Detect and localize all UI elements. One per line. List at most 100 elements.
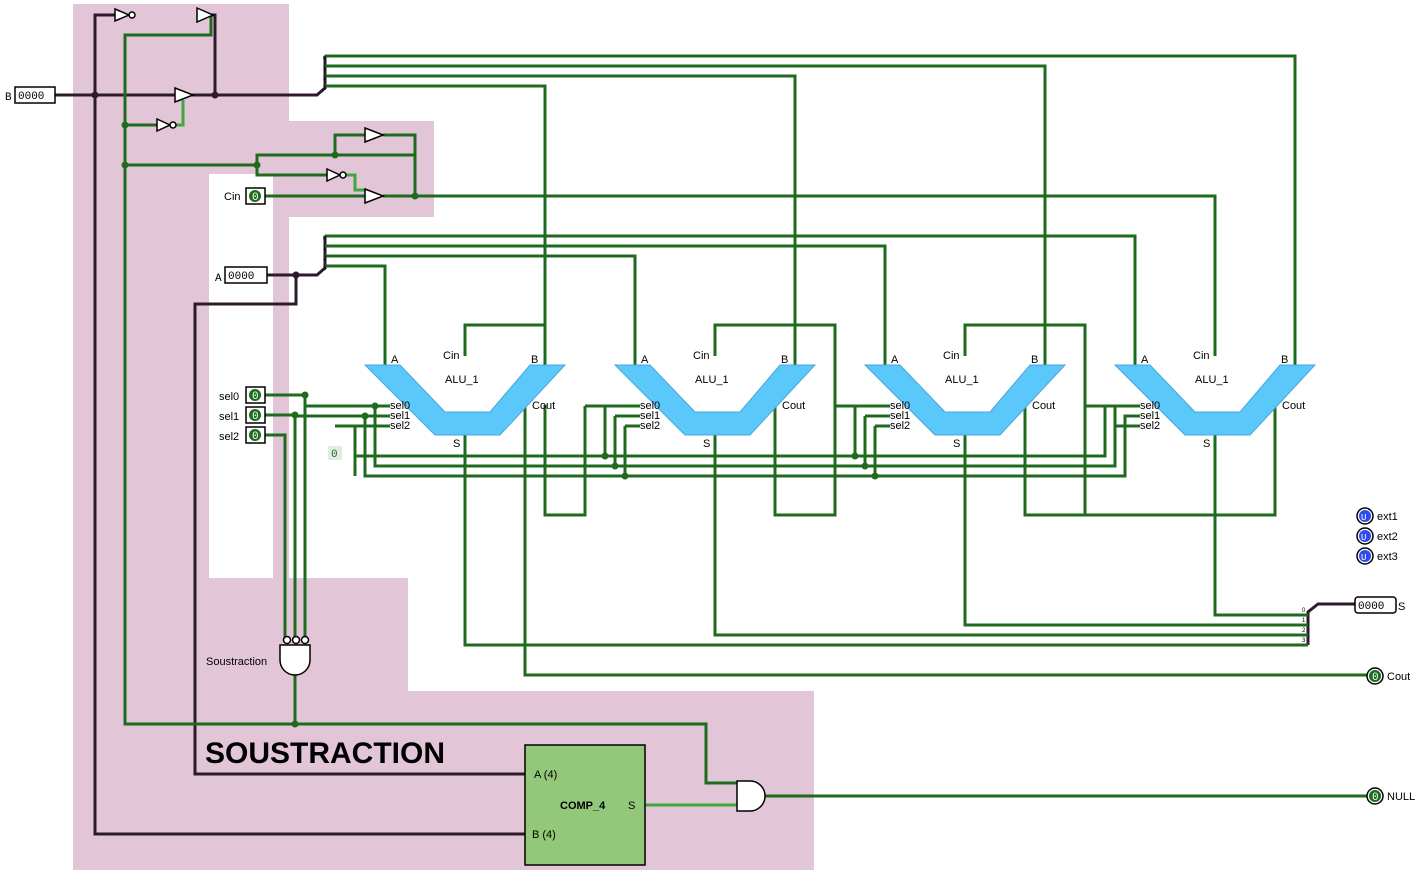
alu-pin-sel2: sel2	[890, 420, 910, 432]
null-output: 0 NULL	[1366, 787, 1415, 805]
sel2-input[interactable]: sel2 0	[219, 426, 266, 444]
alu-body	[613, 364, 817, 436]
sel0-label: sel0	[219, 391, 239, 403]
null-and-gate	[736, 780, 766, 812]
soustraction-gate-label: Soustraction	[206, 656, 267, 668]
a-splitter: 0 1 2 3	[323, 236, 327, 272]
svg-text:2: 2	[323, 256, 327, 262]
alu-pin-sel0: sel0	[390, 400, 410, 412]
ext-value: U	[1361, 553, 1366, 563]
alu-pin-b: B	[531, 354, 538, 366]
alu-pin-cin: Cin	[693, 350, 710, 362]
b-bus-wires	[55, 13, 1355, 836]
alu-name: ALU_1	[1195, 374, 1229, 386]
ext-label: ext3	[1377, 551, 1398, 563]
alu-name: ALU_1	[695, 374, 729, 386]
b-splitter: 0 1 2 3	[323, 56, 327, 92]
cin-input[interactable]: Cin 0	[224, 187, 266, 205]
svg-text:0: 0	[1302, 608, 1306, 614]
alu-body	[1113, 364, 1317, 436]
s-output: 0000 S	[1354, 596, 1405, 614]
svg-text:1: 1	[323, 246, 327, 252]
svg-text:1: 1	[323, 66, 327, 72]
buffer-gates	[114, 6, 386, 205]
sel2-label: sel2	[219, 431, 239, 443]
svg-text:3: 3	[323, 86, 327, 92]
soustraction-region	[73, 4, 814, 870]
ext-label: ext1	[1377, 511, 1398, 523]
alu-pin-s: S	[703, 438, 710, 450]
comp-name: COMP_4	[560, 800, 606, 812]
cout-output: 0 Cout	[1366, 667, 1410, 685]
svg-text:2: 2	[323, 76, 327, 82]
svg-text:2: 2	[1302, 628, 1306, 634]
svg-text:3: 3	[323, 266, 327, 272]
alu-pin-a: A	[1141, 354, 1149, 366]
wire-junctions	[121, 121, 879, 728]
soustraction-title: SOUSTRACTION	[205, 737, 445, 770]
alu-name: ALU_1	[445, 374, 479, 386]
svg-text:0: 0	[323, 236, 327, 242]
a-input-value: 0000	[228, 271, 254, 283]
comp-b-pin: B (4)	[532, 829, 556, 841]
sel1-value: 0	[252, 411, 259, 423]
alu-pin-b: B	[1281, 354, 1288, 366]
alu-pin-cout: Cout	[1282, 400, 1305, 412]
s-splitter: 0 1 2 3	[1302, 608, 1306, 644]
alu-pin-cin: Cin	[443, 350, 460, 362]
alu-pin-s: S	[1203, 438, 1210, 450]
sel0-input[interactable]: sel0 0	[219, 386, 266, 404]
alu-pin-sel2: sel2	[640, 420, 660, 432]
ext-value: U	[1361, 533, 1366, 543]
alu-pin-a: A	[891, 354, 899, 366]
constant-zero: 0	[328, 446, 342, 461]
svg-text:3: 3	[1302, 638, 1306, 644]
alu-pin-b: B	[1031, 354, 1038, 366]
alu-pin-sel1: sel1	[640, 410, 660, 422]
alu-pin-cout: Cout	[532, 400, 555, 412]
alu-pin-sel0: sel0	[890, 400, 910, 412]
b-input[interactable]: B 0000	[5, 86, 56, 104]
alu-pin-sel0: sel0	[640, 400, 660, 412]
alu-pin-cin: Cin	[1193, 350, 1210, 362]
null-output-label: NULL	[1387, 791, 1415, 803]
comp-a-pin: A (4)	[534, 769, 557, 781]
a-input[interactable]: A 0000	[215, 266, 268, 285]
control-wires	[123, 15, 1370, 807]
s-output-value: 0000	[1358, 601, 1384, 613]
cin-input-value: 0	[252, 192, 259, 204]
a-input-label: A	[215, 273, 222, 285]
sel1-label: sel1	[219, 411, 239, 423]
alu-pin-a: A	[641, 354, 649, 366]
sel1-input[interactable]: sel1 0	[219, 406, 266, 424]
alu-body	[363, 364, 567, 436]
alu-pin-sel0: sel0	[1140, 400, 1160, 412]
sel0-value: 0	[252, 391, 259, 403]
sel2-value: 0	[252, 431, 259, 443]
ext-value: U	[1361, 513, 1366, 523]
comp-s-pin: S	[628, 800, 635, 812]
alu-name: ALU_1	[945, 374, 979, 386]
alu-pin-sel1: sel1	[890, 410, 910, 422]
ext-label: ext2	[1377, 531, 1398, 543]
cout-output-label: Cout	[1387, 671, 1410, 683]
alu-pin-b: B	[781, 354, 788, 366]
alu-pin-a: A	[391, 354, 399, 366]
b-input-label: B	[5, 92, 12, 104]
alu-pin-cin: Cin	[943, 350, 960, 362]
comp-4-block: A (4) B (4) S COMP_4	[524, 744, 646, 866]
constant-zero-value: 0	[331, 449, 338, 461]
alu-pin-s: S	[953, 438, 960, 450]
alu-body	[863, 364, 1067, 436]
null-output-value: 0	[1372, 792, 1379, 804]
alu-pin-sel1: sel1	[390, 410, 410, 422]
